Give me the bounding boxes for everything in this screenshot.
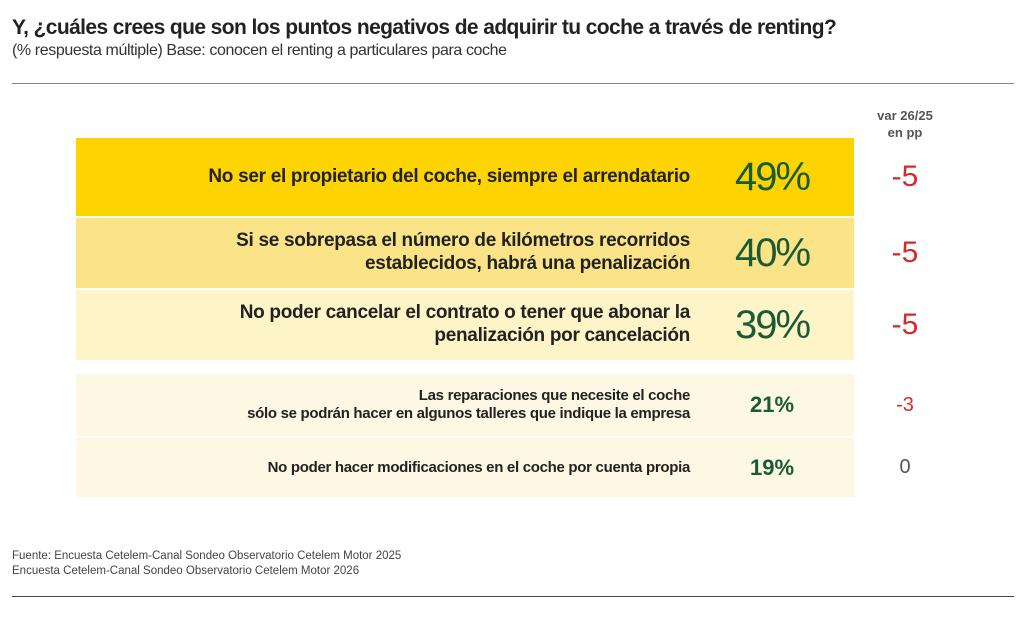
row-percent: 21% xyxy=(749,392,795,417)
row-label-line: No ser el propietario del coche, siempre… xyxy=(208,165,690,187)
row-percent: 39% xyxy=(734,302,811,347)
footer-line2: Encuesta Cetelem-Canal Sondeo Observator… xyxy=(12,565,360,577)
chart-title: Y, ¿cuáles crees que son los puntos nega… xyxy=(12,16,837,39)
footer-source: Fuente: Encuesta Cetelem-Canal Sondeo Ob… xyxy=(12,549,401,579)
row-variation: 0 xyxy=(899,456,911,478)
row-label-line: No poder cancelar el contrato o tener qu… xyxy=(239,302,691,324)
row-label: Las reparaciones que necesite el coche só… xyxy=(76,387,690,423)
table-row: Las reparaciones que necesite el coche só… xyxy=(76,374,854,436)
row-label: No ser el propietario del coche, siempre… xyxy=(76,166,690,189)
row-label-line: No poder hacer modificaciones en el coch… xyxy=(267,458,691,476)
row-label: No poder hacer modificaciones en el coch… xyxy=(76,458,691,477)
row-label: No poder cancelar el contrato o tener qu… xyxy=(76,302,691,348)
var-header-line2: en pp xyxy=(887,125,923,140)
row-label: Si se sobrepasa el número de kilómetros … xyxy=(76,230,690,276)
table-row: No poder hacer modificaciones en el coch… xyxy=(76,438,854,497)
row-percent: 40% xyxy=(734,230,811,275)
bottom-divider xyxy=(12,596,1014,597)
row-variation: -5 xyxy=(891,236,919,269)
table-row: No ser el propietario del coche, siempre… xyxy=(76,138,854,216)
row-label-line: penalización por cancelación xyxy=(434,325,690,346)
table-row: Si se sobrepasa el número de kilómetros … xyxy=(76,218,854,288)
row-variation: -3 xyxy=(896,394,914,416)
row-label-line: establecidos, habrá una penalización xyxy=(365,253,690,274)
chart-subtitle: (% respuesta múltiple) Base: conocen el … xyxy=(12,42,507,59)
row-label-line: Si se sobrepasa el número de kilómetros … xyxy=(236,230,690,252)
table-row: No poder cancelar el contrato o tener qu… xyxy=(76,290,854,360)
row-variation: -5 xyxy=(891,308,919,341)
row-variation: -5 xyxy=(891,160,919,193)
row-label-line: sólo se podrán hacer en algunos talleres… xyxy=(247,405,690,422)
var-header-line1: var 26/25 xyxy=(877,108,933,123)
row-label-line: Las reparaciones que necesite el coche xyxy=(418,387,691,404)
footer-line1: Fuente: Encuesta Cetelem-Canal Sondeo Ob… xyxy=(12,550,402,562)
row-percent: 19% xyxy=(749,454,795,480)
row-percent: 49% xyxy=(734,154,811,199)
top-divider xyxy=(12,83,1014,84)
var-header: var 26/25 en pp xyxy=(860,107,950,141)
